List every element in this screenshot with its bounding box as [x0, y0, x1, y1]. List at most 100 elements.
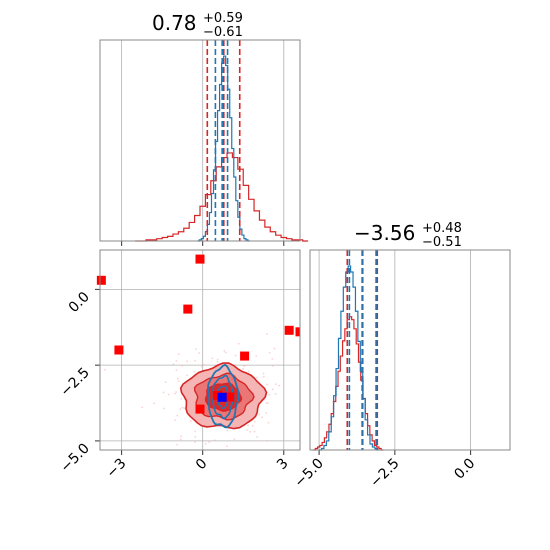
sample-point: [237, 342, 240, 345]
sample-point: [268, 393, 271, 396]
sample-point: [255, 355, 258, 357]
tick-label-x-param-0: −3: [104, 456, 130, 482]
sample-point: [274, 393, 277, 395]
title-minus: −0.61: [203, 25, 243, 40]
sample-point: [176, 443, 178, 446]
tick-label-x-param-0: 0: [193, 456, 211, 474]
sample-point: [194, 441, 196, 443]
title-plus: +0.48: [422, 221, 462, 236]
sample-point: [174, 419, 176, 422]
sample-point: [183, 407, 186, 410]
scatter-panel: [95, 249, 309, 455]
sample-point: [167, 393, 170, 396]
hist-1-bg: [310, 250, 510, 450]
sample-point: [214, 439, 216, 442]
tick-label-x-param-1: 0.0: [451, 456, 478, 483]
marker-blue: [217, 392, 227, 402]
sample-point: [266, 383, 268, 386]
sample-point: [181, 406, 184, 409]
sample-point: [177, 380, 180, 383]
sample-point: [267, 421, 270, 424]
tick-label-x-param-1: −5.0: [292, 456, 327, 491]
sample-point: [271, 388, 274, 391]
tick-label-x-param-0: 3: [274, 456, 292, 474]
sample-point: [103, 368, 106, 371]
sample-point: [265, 401, 268, 404]
sample-point: [253, 420, 256, 423]
sample-point: [255, 376, 258, 379]
sample-point: [211, 357, 214, 360]
sample-point: [193, 370, 196, 373]
sample-point: [174, 392, 176, 395]
marker-red: [114, 345, 124, 355]
title-param-1: −3.56 +0.48 −0.51: [354, 221, 462, 250]
sample-point: [164, 381, 167, 384]
sample-point: [203, 363, 206, 366]
sample-point: [194, 430, 197, 433]
sample-point: [216, 358, 219, 361]
sample-point: [179, 408, 182, 411]
sample-point: [258, 413, 261, 416]
hist-0-frame: [99, 39, 301, 242]
sample-point: [181, 364, 183, 367]
title-value: 0.78: [152, 11, 197, 35]
sample-point: [176, 414, 179, 417]
contour-blue-outer: [206, 363, 240, 429]
sample-point: [275, 383, 278, 386]
hist-panel-param-0: [99, 39, 309, 246]
hist-1-red-series: [313, 316, 384, 451]
sample-point: [141, 406, 144, 409]
sample-point: [262, 372, 265, 375]
sample-point: [268, 351, 271, 354]
sample-point: [243, 365, 246, 368]
sample-point: [177, 353, 180, 356]
marker-red: [96, 275, 106, 285]
sample-point: [198, 352, 200, 354]
sample-point: [225, 445, 228, 448]
hist-panel-param-1: [309, 249, 511, 455]
sample-point: [175, 360, 178, 362]
sample-point: [246, 429, 249, 432]
sample-point: [201, 365, 204, 368]
tick-label-x-param-1: −2.5: [367, 456, 402, 491]
sample-point: [172, 363, 175, 366]
sample-point: [271, 357, 274, 360]
sample-point: [234, 354, 237, 357]
scatter-frame: [99, 249, 301, 451]
sample-point: [247, 424, 250, 427]
sample-point: [175, 369, 178, 371]
title-value: −3.56: [354, 221, 415, 245]
sample-point: [162, 407, 165, 410]
sample-point: [186, 360, 189, 363]
sample-point: [233, 438, 236, 441]
sample-point: [153, 402, 156, 405]
sample-point: [224, 351, 227, 354]
sample-point: [253, 430, 256, 433]
sample-point: [265, 411, 267, 414]
sample-point: [204, 442, 207, 445]
marker-red: [284, 325, 294, 335]
tick-label-y-param-1: −5.0: [57, 440, 92, 475]
sample-point: [262, 375, 265, 378]
sample-point: [194, 435, 197, 438]
title-param-0: 0.78 +0.59 −0.61: [152, 11, 243, 40]
clip-mask: [300, 250, 309, 450]
sample-point: [249, 431, 252, 433]
title-minus: −0.51: [422, 235, 462, 250]
sample-point: [273, 347, 276, 350]
sample-point: [256, 436, 259, 438]
marker-red: [213, 390, 223, 400]
hist-1-blue-series: [319, 265, 380, 451]
sample-point: [175, 391, 178, 393]
title-plus: +0.59: [203, 11, 243, 26]
sample-point: [179, 438, 182, 441]
hist-1-frame: [309, 249, 511, 451]
sample-point: [242, 367, 244, 370]
sample-point: [208, 441, 211, 444]
sample-point: [278, 384, 281, 387]
sample-point: [194, 348, 197, 351]
tick-label-y-param-1: −2.5: [57, 365, 92, 400]
sample-point: [266, 439, 268, 442]
sample-point: [216, 361, 219, 363]
marker-red: [195, 404, 205, 414]
